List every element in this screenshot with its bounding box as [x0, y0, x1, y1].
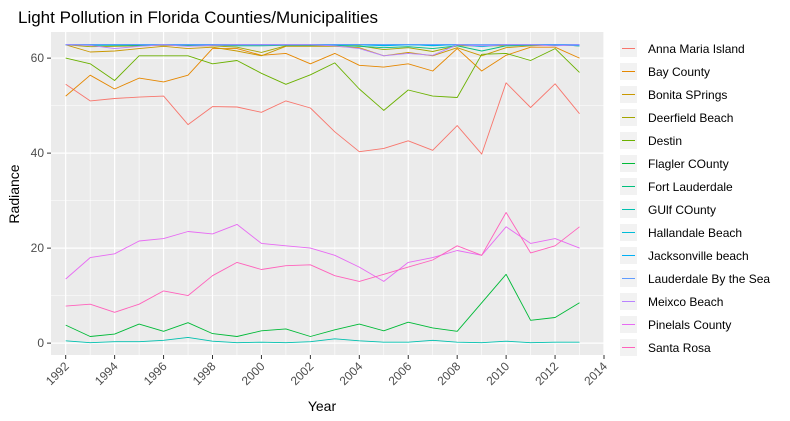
- legend-label: Destin: [648, 134, 682, 148]
- legend-label: Bay County: [648, 65, 710, 79]
- x-tick-label: 1998: [190, 359, 219, 388]
- legend-label: Jacksonville beach: [648, 249, 749, 263]
- legend-label: GUlf COunty: [648, 203, 716, 217]
- series-line-bay-county: [65, 46, 580, 97]
- y-tick-label: 60: [31, 51, 45, 65]
- legend-label: Meixco Beach: [648, 295, 723, 309]
- legend-label: Hallandale Beach: [648, 226, 742, 240]
- plot-panel: [51, 32, 604, 355]
- x-tick-label: 2012: [532, 359, 561, 388]
- x-tick-label: 1992: [43, 359, 72, 388]
- x-tick-label: 1994: [92, 359, 121, 388]
- x-tick-label: 2006: [386, 359, 415, 388]
- series-line-santa-rosa: [65, 212, 580, 313]
- x-tick-label: 2000: [239, 359, 268, 388]
- series-line-meixco-beach: [65, 44, 580, 57]
- legend-label: Anna Maria Island: [648, 42, 745, 56]
- legend-label: Deerfield Beach: [648, 111, 733, 125]
- x-tick-label: 2010: [483, 359, 512, 388]
- series-line-gulf-county: [65, 336, 580, 344]
- legend-label: Fort Lauderdale: [648, 180, 733, 194]
- y-tick-label: 40: [31, 146, 45, 160]
- series-line-bonita-springs: [65, 44, 580, 57]
- x-tick-label: 1996: [141, 359, 170, 388]
- y-tick-label: 20: [31, 241, 45, 255]
- series-line-pinelals-county: [65, 223, 580, 282]
- series-line-anna-maria-island: [65, 82, 580, 155]
- x-tick-label: 2002: [288, 359, 317, 388]
- series-line-destin: [65, 48, 580, 111]
- legend-label: Santa Rosa: [648, 341, 711, 355]
- y-axis-title: Radiance: [6, 164, 22, 223]
- legend-label: Bonita SPrings: [648, 88, 727, 102]
- x-axis-title: Year: [308, 398, 337, 414]
- x-axis: 1992 1994 1996 1998 2000 2002 2004 2006 2008 2010…: [43, 355, 610, 388]
- chart-title: Light Pollution in Florida Counties/Muni…: [18, 8, 378, 27]
- series-lines: [65, 43, 580, 344]
- legend-label: Flagler COunty: [648, 157, 729, 171]
- legend-label: Lauderdale By the Sea: [648, 272, 770, 286]
- x-tick-label: 2008: [435, 359, 464, 388]
- series-line-flagler-county: [65, 273, 580, 337]
- legend-label: Pinelals County: [648, 318, 731, 332]
- x-tick-label: 2004: [337, 359, 366, 388]
- y-tick-label: 0: [37, 336, 44, 350]
- y-axis: 0 20 40 60: [31, 51, 51, 350]
- x-tick-label: 2014: [581, 359, 610, 388]
- grid-lines: [51, 32, 605, 355]
- legend: Anna Maria Island Bay County Bonita SPring…: [620, 40, 770, 356]
